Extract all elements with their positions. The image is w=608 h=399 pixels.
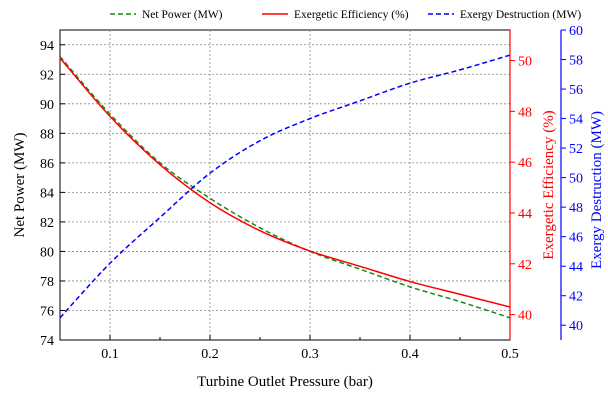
- axes-layer: 0.1 0.2 0.3 0.4 0.5 74 76 78 80 82 84 86 88 90 92 94 40 4…: [40, 24, 583, 362]
- destruction-tick-label: 48: [569, 201, 583, 216]
- plot-area: [59, 29, 511, 341]
- efficiency-tick-label: 46: [518, 156, 532, 171]
- destruction-tick-label: 44: [569, 260, 583, 275]
- destruction-tick-label: 46: [569, 231, 583, 246]
- legend-label-2: Exergy Destruction (MW): [460, 9, 581, 21]
- left-tick-label: 78: [40, 275, 54, 290]
- grid: [60, 30, 510, 340]
- destruction-tick-label: 54: [569, 113, 583, 128]
- left-axis-title: Net Power (MW): [12, 133, 28, 238]
- left-tick-label: 82: [40, 216, 54, 231]
- left-tick-label: 90: [40, 98, 54, 113]
- series-line-1: [59, 57, 511, 308]
- series-line-0: [59, 56, 511, 319]
- left-tick-label: 92: [40, 68, 54, 83]
- efficiency-tick-label: 48: [518, 105, 532, 120]
- left-tick-label: 80: [40, 245, 54, 260]
- left-tick-label: 88: [40, 127, 54, 142]
- left-tick-label: 84: [40, 186, 54, 201]
- x-tick-label: 0.4: [401, 347, 419, 362]
- efficiency-axis-title: Exergetic Efficiency (%): [541, 110, 557, 259]
- destruction-tick-label: 42: [569, 290, 583, 305]
- efficiency-tick-label: 50: [518, 54, 532, 69]
- x-tick-label: 0.1: [101, 347, 119, 362]
- x-tick-label: 0.2: [201, 347, 219, 362]
- series-layer: [59, 54, 511, 319]
- efficiency-tick-label: 40: [518, 309, 532, 324]
- x-tick-label: 0.5: [501, 347, 519, 362]
- destruction-tick-label: 56: [569, 83, 583, 98]
- left-tick-label: 94: [40, 39, 54, 54]
- series-line-2: [59, 54, 511, 319]
- destruction-tick-label: 52: [569, 142, 583, 157]
- legend: Net Power (MW) Exergetic Efficiency (%) Ex…: [110, 9, 581, 21]
- legend-label-1: Exergetic Efficiency (%): [294, 9, 409, 21]
- destruction-tick-label: 50: [569, 172, 583, 187]
- efficiency-tick-label: 42: [518, 258, 532, 273]
- destruction-tick-label: 40: [569, 319, 583, 334]
- efficiency-tick-label: 44: [518, 207, 532, 222]
- left-tick-label: 86: [40, 157, 54, 172]
- left-tick-label: 76: [40, 304, 54, 319]
- destruction-axis-title: Exergy Destruction (MW): [589, 111, 605, 269]
- destruction-tick-label: 60: [569, 24, 583, 39]
- left-tick-label: 74: [40, 334, 54, 349]
- destruction-tick-label: 58: [569, 54, 583, 69]
- x-tick-label: 0.3: [301, 347, 319, 362]
- x-axis-title: Turbine Outlet Pressure (bar): [197, 374, 373, 390]
- legend-label-0: Net Power (MW): [142, 9, 223, 21]
